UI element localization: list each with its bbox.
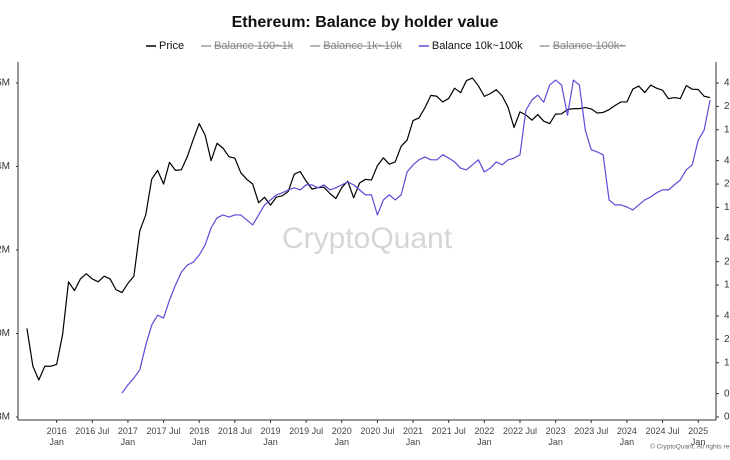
footer: © CryptoQuant. All rights reserved. <box>650 443 730 451</box>
y2-tick-label: 2k <box>724 101 730 112</box>
legend-item[interactable]: Balance 100~1k <box>201 40 294 52</box>
y-tick-label: 14M <box>0 161 10 172</box>
x-tick-label: 2023 Jan <box>545 426 566 447</box>
x-tick-label: 2016 Jul <box>75 426 110 436</box>
y2-tick-label: 4k <box>724 78 730 89</box>
x-tick-label: 2016 Jan <box>46 426 67 447</box>
x-tick-label: 2018 Jul <box>217 426 252 436</box>
series-line <box>26 77 711 381</box>
y-tick-label: 10M <box>0 328 10 339</box>
legend-item[interactable]: Balance 1k~10k <box>310 40 402 52</box>
x-tick-label: 2017 Jan <box>117 426 138 447</box>
x-tick-label: 2018 Jan <box>189 426 210 447</box>
x-tick-label: 2020 Jan <box>331 426 352 447</box>
y2-tick-label: 100 <box>724 202 730 213</box>
x-tick-label: 2021 Jul <box>431 426 466 436</box>
y2-tick-label: 40 <box>724 233 730 244</box>
x-tick-label: 2022 Jul <box>502 426 537 436</box>
y-tick-label: 8M <box>0 412 10 423</box>
y2-tick-label: 10 <box>724 280 730 291</box>
x-tick-label: 2024 Jan <box>616 426 637 447</box>
x-tick-label: 2021 Jan <box>403 426 424 447</box>
x-tick-label: 2023 Jul <box>574 426 609 436</box>
legend-item[interactable]: Balance 10k~100k <box>418 40 523 52</box>
x-tick-label: 2019 Jan <box>260 426 281 447</box>
x-tick-label: 2024 Jul <box>645 426 680 436</box>
y2-tick-label: 200 <box>724 179 730 190</box>
x-tick-label: 2019 Jul <box>289 426 324 436</box>
series-line <box>121 79 711 394</box>
y2-tick-label: 4 <box>724 311 730 322</box>
y2-tick-label: 1k <box>724 124 730 135</box>
legend-item[interactable]: Price <box>146 40 184 52</box>
y-tick-label: 16M <box>0 78 10 89</box>
y2-tick-label: 0.4 <box>724 388 730 399</box>
watermark: CryptoQuant <box>282 222 453 255</box>
y2-tick-label: 1 <box>724 357 730 368</box>
x-tick-label: 2022 Jan <box>474 426 495 447</box>
x-tick-label: 2025 Jan <box>688 426 709 447</box>
legend-label: Balance 10k~100k <box>432 40 523 52</box>
y2-tick-label: 20 <box>724 256 730 267</box>
y2-tick-label: 2 <box>724 334 730 345</box>
legend-item[interactable]: Balance 100k~ <box>539 40 626 52</box>
x-tick-label: 2020 Jul <box>360 426 395 436</box>
y2-tick-label: 0.2 <box>724 412 730 423</box>
legend-label: Price <box>159 40 184 52</box>
x-tick-label: 2017 Jul <box>146 426 181 436</box>
y-tick-label: 12M <box>0 245 10 256</box>
y2-tick-label: 400 <box>724 155 730 166</box>
chart-title: Ethereum: Balance by holder value <box>232 14 499 31</box>
